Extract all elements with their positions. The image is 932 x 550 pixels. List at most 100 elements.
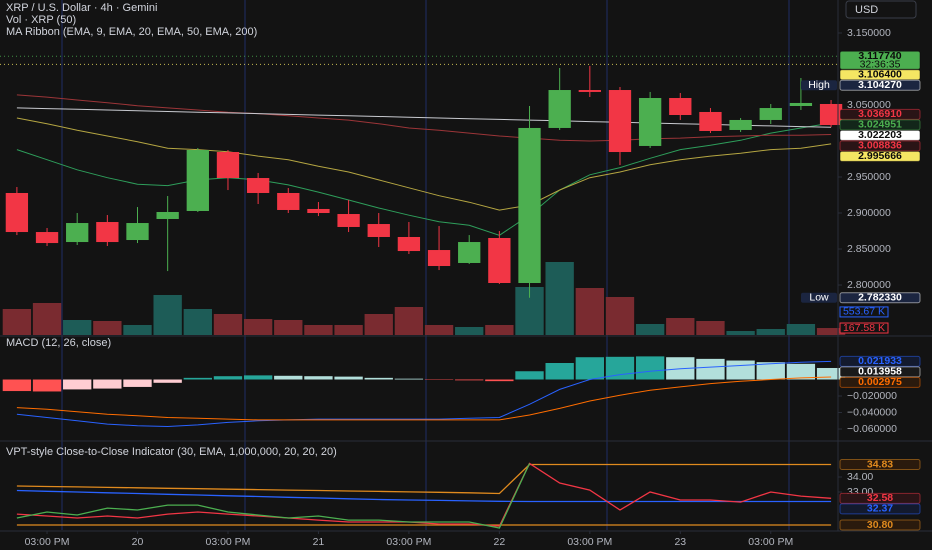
x-tick-label: 03:00 PM [748, 536, 793, 548]
price-badge [839, 503, 921, 515]
price-badge-label: 3.104270 [858, 79, 902, 91]
line [16, 463, 832, 495]
volume-badge-label: 553.67 K [843, 306, 885, 318]
price-badge [839, 519, 921, 531]
candle-body [669, 98, 692, 116]
price-badge-label: 0.002975 [858, 376, 902, 388]
histogram-bar [274, 375, 303, 380]
price-badge [839, 79, 921, 91]
histogram-bar [63, 379, 92, 390]
volume-bar [364, 314, 393, 335]
price-badge-label: 34.83 [867, 458, 893, 470]
candle-body [156, 212, 179, 219]
histogram-bar [696, 358, 725, 380]
plot-layer: 03:00 PM 20 03:00 PM 21 03:00 PM 22 03:00 PM 23… [0, 27, 921, 548]
volume-badge-label: 167.58 K [843, 322, 885, 334]
volume-bar [816, 328, 846, 335]
histogram-bar [123, 379, 152, 387]
line [16, 107, 832, 128]
y-tick-label: 3.150000 [847, 27, 891, 39]
candle-body [96, 222, 119, 243]
candle-body [367, 224, 390, 237]
currency-label[interactable]: USD [855, 4, 878, 16]
badge-tag [801, 80, 837, 91]
price-badge-label: 0.021933 [858, 355, 902, 367]
x-tick-label: 03:00 PM [567, 536, 612, 548]
volume-bar [424, 325, 454, 335]
price-badge-label: 3.024951 [858, 119, 902, 131]
price-badge-label: 32.58 [867, 492, 893, 504]
candle-body [458, 242, 481, 263]
price-badge-label: 3.022203 [858, 129, 902, 141]
histogram-bar [304, 376, 333, 380]
session-lines [61, 0, 790, 530]
candle-body [759, 108, 782, 120]
histogram-bar [635, 356, 665, 380]
price-badge [839, 459, 921, 471]
price-badge-label: 30.80 [867, 519, 893, 531]
volume-bar [726, 331, 755, 335]
candle-body [66, 223, 89, 243]
x-tick-label: 22 [494, 536, 506, 548]
histogram-bar [575, 357, 604, 380]
price-badge-label: 3.106400 [858, 68, 902, 80]
histogram-bar [153, 379, 182, 383]
candle-body [518, 127, 541, 284]
x-tick-label: 03:00 PM [205, 536, 250, 548]
volume-bar [334, 325, 363, 335]
line [16, 463, 531, 529]
y-tick-label: −0.020000 [847, 390, 897, 402]
price-badge [839, 376, 921, 388]
macd-title: MACD (12, 26, close) [6, 337, 111, 349]
candle-body [126, 223, 149, 241]
indicator-title: Vol · XRP (50) [6, 14, 76, 26]
candle-body [488, 237, 511, 284]
candle-body [729, 119, 752, 130]
volume-bar [304, 325, 333, 335]
histogram-bar [243, 375, 273, 380]
histogram-bar [93, 379, 122, 389]
histogram-bar [183, 377, 212, 380]
y-tick-label: 2.850000 [847, 243, 891, 255]
y-tick-label: 34.00 [847, 471, 873, 483]
volume-bar [153, 295, 182, 335]
volume-bar [575, 288, 604, 335]
volume-bar [63, 320, 92, 335]
price-badge [839, 150, 921, 162]
price-badge-label: 2.995666 [858, 150, 902, 162]
y-tick-label: −0.040000 [847, 406, 897, 418]
volume-bar [274, 320, 303, 335]
price-badge-label: 3.008836 [858, 140, 902, 152]
x-tick-label: 21 [313, 536, 325, 548]
histogram-bar [334, 376, 363, 380]
badge-tag [801, 292, 837, 303]
price-badge-label: 3.036910 [858, 108, 902, 120]
line [16, 360, 832, 428]
candle-body [608, 90, 632, 153]
histogram-bar [2, 379, 32, 392]
histogram-bar [515, 371, 544, 380]
badge-tag-label: High [808, 79, 830, 91]
candle-body [337, 214, 360, 227]
histogram-bar [786, 363, 816, 380]
histogram-bar [364, 377, 393, 380]
volume-bar [213, 314, 243, 335]
candle-body [427, 250, 451, 267]
candle-body [397, 236, 421, 252]
price-badge-label: 3.117740 [858, 50, 901, 62]
candle-body [277, 192, 300, 210]
volume-bar [123, 325, 152, 335]
volume-bar [605, 297, 635, 335]
currency-button[interactable] [845, 0, 917, 19]
y-tick-label: 2.900000 [847, 207, 891, 219]
volume-badge [839, 306, 889, 318]
volume-bar [485, 325, 514, 335]
volume-bar [635, 324, 665, 335]
volume-bar [696, 321, 725, 335]
volume-badge [839, 322, 889, 334]
volume-bar [455, 327, 484, 335]
candle-body [246, 178, 270, 193]
candle-body [819, 103, 843, 126]
